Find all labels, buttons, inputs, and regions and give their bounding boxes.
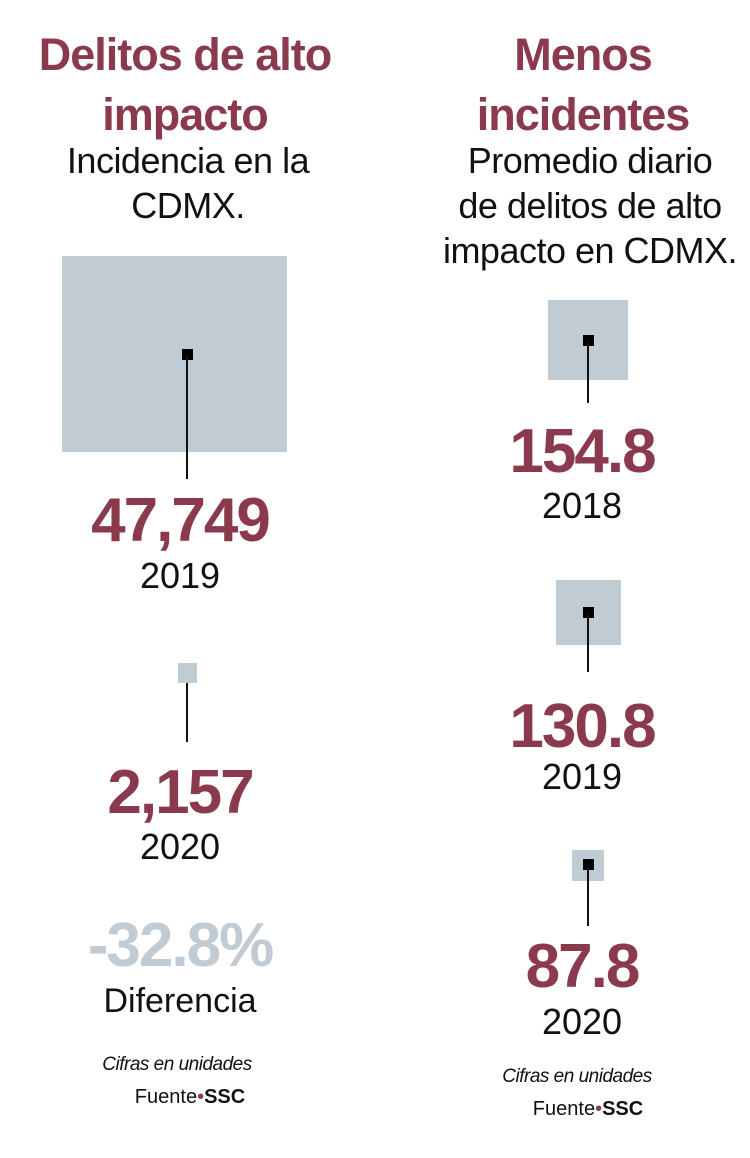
- year-label-2020-right: 2020: [541, 1001, 623, 1042]
- value-label-2019: 47,749: [91, 486, 271, 555]
- source-name: SSC: [602, 1098, 644, 1120]
- square-mark-2020: [178, 663, 197, 683]
- unit-note: Cifras en unidades: [102, 1054, 252, 1075]
- unit-note: Cifras en unidades: [502, 1066, 652, 1087]
- source-credit: Fuente•SSC: [533, 1099, 643, 1119]
- value-label-2018: 154.8: [509, 417, 656, 486]
- source-label: Fuente: [532, 1098, 596, 1120]
- pin-marker: [583, 859, 594, 870]
- left-title-line1: Delitos de alto: [38, 29, 333, 80]
- left-subtitle-line2: CDMX.: [131, 185, 245, 226]
- pin-marker: [583, 607, 594, 618]
- right-subtitle-line1: Promedio diario: [467, 140, 713, 181]
- difference-label: Diferencia: [103, 982, 257, 1020]
- year-label-2018: 2018: [541, 485, 623, 526]
- pin-marker: [583, 335, 594, 346]
- left-subtitle-line1: Incidencia en la: [66, 140, 310, 181]
- value-label-2020-right: 87.8: [525, 932, 641, 1001]
- source-credit: Fuente•SSC: [135, 1087, 245, 1107]
- right-title-line1: Menos: [514, 29, 653, 80]
- source-label: Fuente: [134, 1086, 198, 1108]
- leader-line: [186, 683, 188, 742]
- year-label-2020: 2020: [139, 826, 221, 867]
- pin-marker: [182, 349, 193, 360]
- year-label-2019-right: 2019: [541, 756, 623, 797]
- value-label-2019-right: 130.8: [509, 692, 656, 761]
- bullet-icon: •: [197, 1086, 205, 1108]
- leader-line: [587, 341, 589, 403]
- right-subtitle-line3: impacto en CDMX.: [442, 230, 738, 271]
- bullet-icon: •: [595, 1098, 603, 1120]
- difference-value: -32.8%: [87, 911, 274, 980]
- year-label-2019: 2019: [139, 555, 221, 596]
- square-mark-2019: [62, 256, 287, 452]
- source-name: SSC: [204, 1086, 246, 1108]
- leader-line: [587, 613, 589, 672]
- value-label-2020: 2,157: [107, 758, 254, 827]
- right-subtitle-line2: de delitos de alto: [458, 185, 722, 226]
- leader-line: [587, 865, 589, 926]
- left-title-line2: impacto: [102, 89, 269, 140]
- leader-line: [186, 355, 188, 479]
- right-title-line2: incidentes: [476, 89, 691, 140]
